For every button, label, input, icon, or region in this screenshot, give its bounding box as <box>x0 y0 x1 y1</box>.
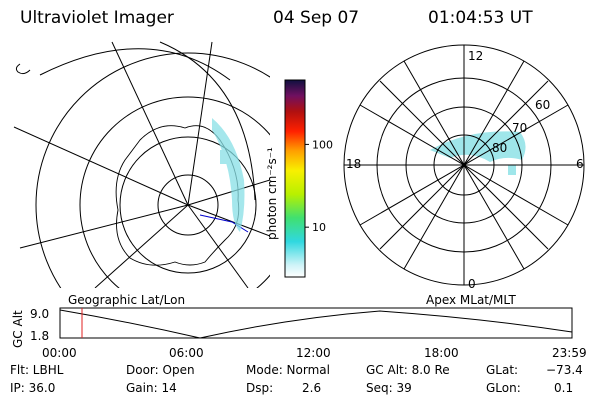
mlt-label-6: 6 <box>576 157 584 171</box>
polar-aurora-patch <box>508 165 516 175</box>
info-door: Door: Open <box>126 363 195 377</box>
geo-lon-line <box>94 204 189 288</box>
geo-lon-line <box>187 204 270 237</box>
timeline-xtick: 06:00 <box>169 346 204 360</box>
mlat-label-60: 60 <box>535 98 550 112</box>
geo-lon-line <box>187 179 270 206</box>
geo-panel-label: Geographic Lat/Lon <box>68 293 186 307</box>
geo-coastline <box>115 125 240 266</box>
instrument-title: Ultraviolet Imager <box>20 8 174 28</box>
geo-coastline-fragment <box>15 63 31 75</box>
info-dsp-value: 2.6 <box>302 381 322 395</box>
mlat-label-70: 70 <box>512 121 527 135</box>
timeline-xtick: 12:00 <box>296 346 331 360</box>
geo-lon-line <box>187 41 213 206</box>
timeline-ylabel: GC Alt <box>11 310 25 348</box>
info-ip: IP: 36.0 <box>10 381 56 395</box>
timeline-ytick-min: 1.8 <box>30 329 49 343</box>
geo-lon-line <box>19 204 189 249</box>
info-glat-label: GLat: <box>486 363 519 377</box>
geo-aurora-emission <box>212 118 245 232</box>
polar-radial <box>359 104 569 226</box>
mlat-label-80: 80 <box>492 141 507 155</box>
info-mode: Mode: Normal <box>246 363 330 377</box>
info-gain: Gain: 14 <box>126 381 177 395</box>
info-glon-label: GLon: <box>486 381 521 395</box>
info-glon-value: 0.1 <box>554 381 574 395</box>
geo-lat-circle-70 <box>119 136 257 274</box>
info-filter: Flt: LBHL <box>10 363 64 377</box>
geo-aurora-patch <box>220 150 230 164</box>
geo-limb-arc <box>39 48 231 81</box>
date-label: 04 Sep 07 <box>273 8 360 28</box>
geo-lat-circle-60 <box>79 96 270 288</box>
terminator-line <box>199 214 249 233</box>
geo-lon-line <box>187 204 249 288</box>
geo-lat-circle-80 <box>157 174 219 236</box>
altitude-curve <box>59 309 573 339</box>
geo-limb-arc <box>159 41 256 201</box>
timeline-ytick-max: 9.0 <box>30 307 49 321</box>
info-seq: Seq: 39 <box>366 381 412 395</box>
geo-lon-line <box>13 126 189 206</box>
timeline-xtick: 00:00 <box>42 346 77 360</box>
colorbar-tick-label: 100 <box>312 138 333 151</box>
time-label: 01:04:53 UT <box>428 8 533 28</box>
colorbar-tick-label: 10 <box>312 221 326 234</box>
polar-panel-label: Apex MLat/MLT <box>426 293 516 307</box>
info-dsp-label: Dsp: <box>246 381 274 395</box>
mlt-label-12: 12 <box>468 49 483 63</box>
mlt-label-18: 18 <box>346 157 361 171</box>
geo-lon-line <box>111 41 189 206</box>
mlt-label-0: 0 <box>468 277 476 291</box>
geo-lat-circle-50 <box>35 52 270 288</box>
timeline-xtick: 18:00 <box>424 346 459 360</box>
info-glat-value: −73.4 <box>546 363 583 377</box>
colorbar-unit-label: photon cm⁻²s⁻¹ <box>265 147 279 240</box>
info-gc-alt: GC Alt: 8.0 Re <box>366 363 450 377</box>
timeline-xtick: 23:59 <box>552 346 587 360</box>
timeline-frame <box>59 307 573 339</box>
colorbar-gradient <box>284 79 306 278</box>
